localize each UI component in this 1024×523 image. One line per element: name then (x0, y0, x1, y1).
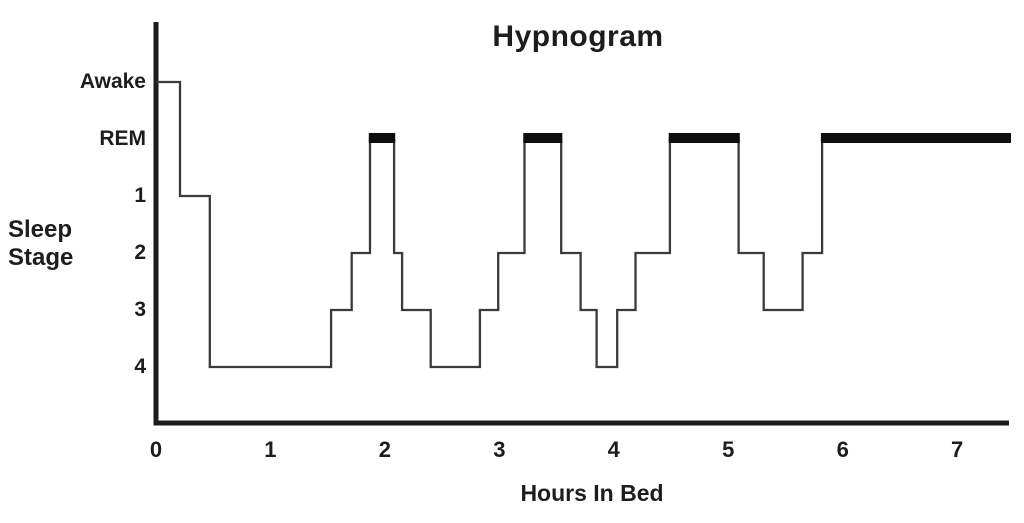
chart-title: Hypnogram (492, 20, 664, 53)
rem-bar (820, 133, 1011, 143)
x-tick-label: 0 (149, 437, 163, 462)
x-tick-label: 5 (722, 437, 735, 462)
rem-bar (368, 133, 396, 143)
x-tick-label: 4 (607, 437, 620, 462)
x-tick-label: 1 (264, 437, 277, 462)
rem-bar (668, 133, 740, 143)
x-tick-label: 3 (493, 437, 506, 462)
x-tick-label: 6 (836, 437, 849, 462)
y-tick-label: 1 (134, 184, 146, 207)
x-tick-label: 2 (378, 437, 392, 462)
sleep-stage-step-line (156, 80, 1010, 369)
rem-bars-group (368, 133, 1011, 143)
y-tick-label: REM (99, 127, 146, 150)
y-tick-label: 4 (134, 355, 146, 378)
y-tick-label: 3 (134, 298, 146, 321)
x-tick-label: 7 (950, 437, 964, 462)
x-axis-title: Hours In Bed (520, 480, 664, 506)
y-tick-label: 2 (134, 241, 146, 264)
y-tick-label: Awake (79, 70, 146, 93)
y-axis-title: Sleep Stage (8, 216, 74, 272)
rem-bar (523, 133, 563, 143)
